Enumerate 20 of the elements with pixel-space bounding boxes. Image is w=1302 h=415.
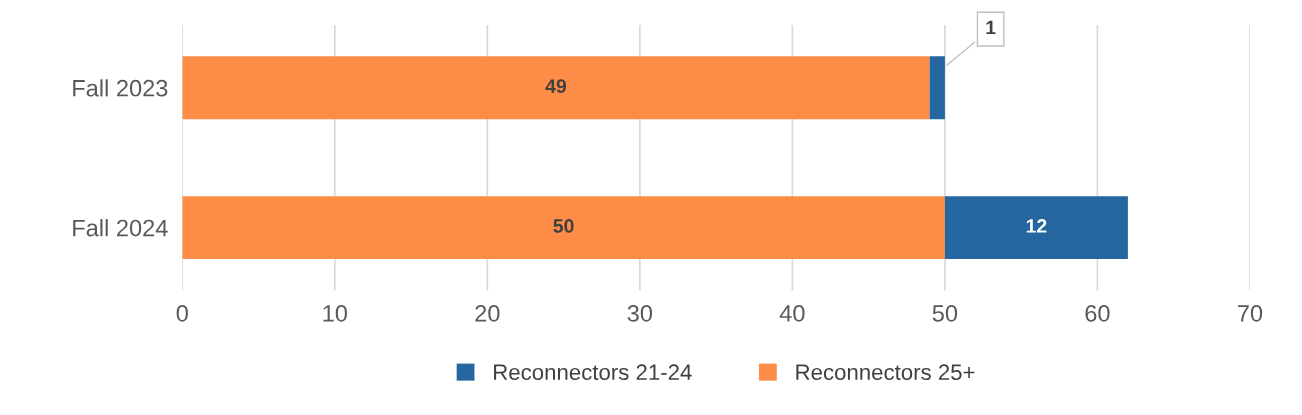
- x-tick-label: 50: [932, 305, 958, 322]
- data-label: 50: [553, 219, 574, 233]
- x-tick-label: 0: [176, 305, 188, 322]
- x-tick-label: 20: [475, 305, 500, 322]
- legend-label: Reconnectors 25+: [796, 364, 975, 381]
- data-label: 49: [545, 79, 567, 94]
- x-tick-label: 70: [1238, 305, 1263, 322]
- bar: [182, 196, 945, 260]
- bar: [944, 196, 1128, 260]
- x-tick-label: 10: [323, 305, 348, 322]
- data-label: 12: [1026, 219, 1047, 233]
- legend-label: Reconnectors 21-24: [494, 364, 692, 381]
- y-tick-label: Fall 2023: [73, 79, 168, 97]
- x-tick-label: 40: [779, 305, 805, 322]
- x-tick-label: 60: [1085, 305, 1110, 322]
- x-tick-label: 30: [627, 305, 653, 322]
- y-tick-label: Fall 2024: [73, 219, 168, 237]
- data-label: 1: [986, 20, 996, 35]
- bar: [929, 56, 945, 120]
- bar: [182, 56, 930, 120]
